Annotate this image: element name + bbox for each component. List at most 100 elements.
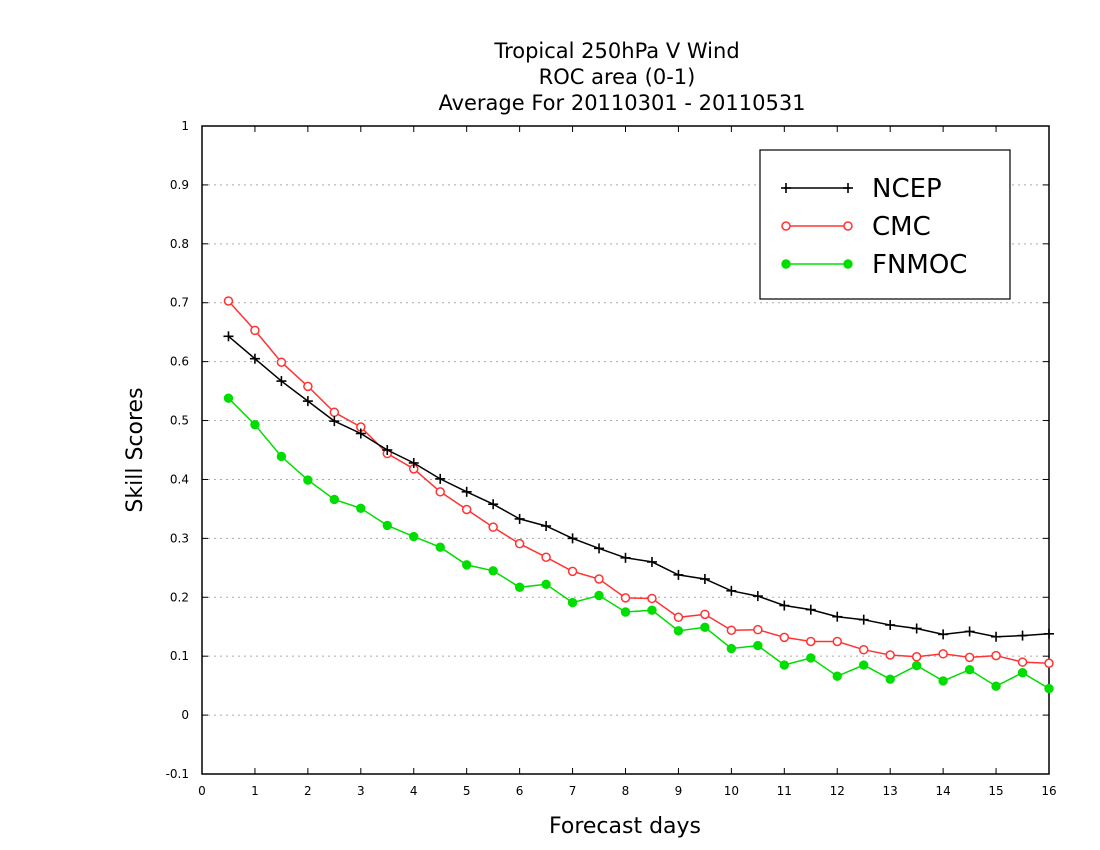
point-cmc-0 <box>223 296 234 306</box>
point-fnmoc-24 <box>859 660 869 670</box>
point-fnmoc-18 <box>700 622 710 633</box>
point-fnmoc-17 <box>673 626 684 636</box>
point-fnmoc-6 <box>382 520 392 531</box>
chart-title-line-3: Average For 20110301 - 20110531 <box>438 91 805 115</box>
series-cmc <box>223 296 1054 669</box>
point-ncep-7 <box>408 457 419 468</box>
point-fnmoc-9 <box>461 560 472 570</box>
y-tick-label-0.2: 0.2 <box>170 590 189 604</box>
point-fnmoc-0 <box>223 393 234 403</box>
point-cmc-20 <box>753 624 763 635</box>
point-fnmoc-7 <box>409 531 419 542</box>
point-cmc-4 <box>329 407 340 418</box>
point-fnmoc-25 <box>885 674 895 684</box>
point-fnmoc-29 <box>991 681 1001 691</box>
legend-marker-start-ncep <box>781 183 791 193</box>
point-cmc-25 <box>885 650 895 660</box>
x-tick-label-8: 8 <box>622 784 630 798</box>
legend-item-ncep: NCEP <box>781 174 942 204</box>
point-ncep-25 <box>885 619 896 630</box>
point-fnmoc-16 <box>647 605 657 615</box>
point-ncep-9 <box>461 486 472 497</box>
y-tick-label-1: 1 <box>181 119 189 133</box>
point-ncep-11 <box>514 513 525 524</box>
x-axis-title: Forecast days <box>549 814 701 839</box>
point-ncep-21 <box>779 600 790 611</box>
y-tick-label-0.6: 0.6 <box>170 355 189 369</box>
point-cmc-30 <box>1017 657 1028 667</box>
point-fnmoc-1 <box>250 419 260 430</box>
point-fnmoc-30 <box>1017 667 1028 678</box>
legend-marker-end-cmc <box>843 221 853 231</box>
legend-item-fnmoc: FNMOC <box>781 250 967 280</box>
point-cmc-12 <box>541 552 551 562</box>
point-cmc-2 <box>276 357 287 367</box>
legend-marker-end-ncep <box>843 183 853 193</box>
point-fnmoc-4 <box>329 494 340 505</box>
y-tick-label-0.8: 0.8 <box>170 237 189 251</box>
point-ncep-16 <box>646 556 657 567</box>
point-cmc-21 <box>779 632 790 643</box>
point-fnmoc-8 <box>435 542 445 552</box>
chart-title-line-1: Tropical 250hPa V Wind <box>493 39 739 63</box>
point-cmc-29 <box>991 650 1001 661</box>
x-tick-label-7: 7 <box>569 784 577 798</box>
point-ncep-19 <box>726 585 737 596</box>
x-tick-label-14: 14 <box>935 784 950 798</box>
point-cmc-13 <box>567 566 578 577</box>
point-cmc-1 <box>250 325 260 336</box>
point-ncep-26 <box>911 623 922 634</box>
x-tick-label-10: 10 <box>724 784 739 798</box>
legend: NCEP CMC FNMOC <box>759 149 1011 300</box>
point-ncep-6 <box>382 445 393 455</box>
point-ncep-24 <box>858 614 869 625</box>
point-fnmoc-15 <box>620 607 631 617</box>
point-fnmoc-27 <box>938 676 948 686</box>
point-fnmoc-31 <box>1044 683 1054 694</box>
series-layer <box>223 296 1054 694</box>
series-line-ncep <box>228 335 1050 638</box>
y-tick-label-0.7: 0.7 <box>170 296 189 310</box>
point-fnmoc-23 <box>832 671 842 681</box>
y-tick-label-0.1: 0.1 <box>170 649 189 663</box>
point-ncep-5 <box>355 428 366 439</box>
point-ncep-30 <box>1017 630 1028 641</box>
point-cmc-27 <box>938 649 948 659</box>
chart-title: Tropical 250hPa V Wind ROC area (0-1) Av… <box>438 39 805 115</box>
y-axis-title: Skill Scores <box>123 387 148 512</box>
legend-marker-start-fnmoc <box>781 259 791 269</box>
legend-item-cmc: CMC <box>781 212 931 242</box>
point-ncep-1 <box>249 353 260 364</box>
series-ncep <box>223 331 1054 642</box>
legend-label-fnmoc: FNMOC <box>872 250 967 280</box>
point-ncep-18 <box>699 574 710 585</box>
y-tick-label--0.1: -0.1 <box>166 767 189 781</box>
point-ncep-23 <box>832 611 843 622</box>
point-fnmoc-20 <box>753 640 763 651</box>
point-ncep-14 <box>594 543 605 554</box>
point-cmc-16 <box>647 593 657 604</box>
point-fnmoc-21 <box>779 660 790 670</box>
point-ncep-20 <box>752 591 763 602</box>
y-tick-label-0.4: 0.4 <box>170 472 189 486</box>
point-cmc-14 <box>594 574 604 584</box>
point-cmc-8 <box>435 487 445 497</box>
point-cmc-17 <box>673 612 684 623</box>
y-axis-ticks: -0.1 0 0.1 0.2 0.3 0.4 0.5 0.6 0.7 0.8 0.9 1 <box>166 119 1049 781</box>
series-line-fnmoc <box>227 397 1050 690</box>
point-fnmoc-14 <box>594 590 604 601</box>
point-ncep-10 <box>488 499 499 510</box>
point-fnmoc-2 <box>276 451 287 462</box>
legend-marker-end-fnmoc <box>843 259 853 269</box>
point-ncep-27 <box>938 629 949 640</box>
point-ncep-22 <box>805 604 816 615</box>
point-cmc-19 <box>726 625 737 636</box>
point-ncep-29 <box>991 631 1002 642</box>
chart-title-line-2: ROC area (0-1) <box>539 65 696 89</box>
y-tick-label-0.3: 0.3 <box>170 531 189 545</box>
x-tick-label-6: 6 <box>516 784 524 798</box>
point-cmc-10 <box>488 522 498 532</box>
point-cmc-24 <box>858 644 869 655</box>
point-cmc-9 <box>461 504 472 515</box>
legend-marker-start-cmc <box>781 221 791 231</box>
